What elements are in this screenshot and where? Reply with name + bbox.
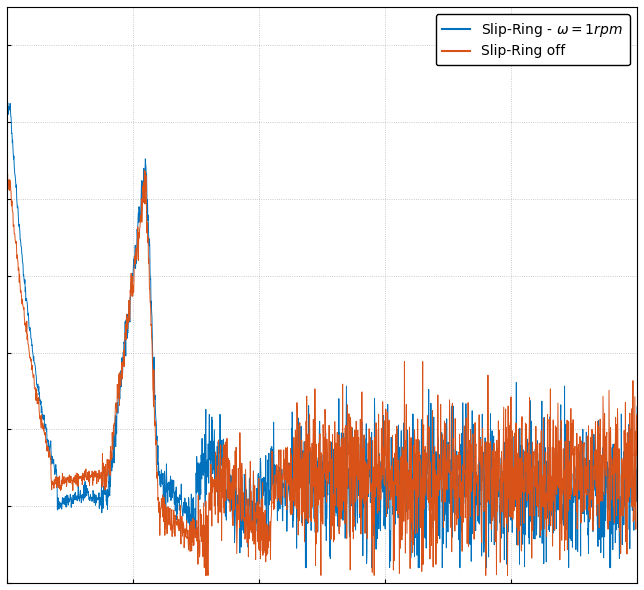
- Slip-Ring - $\omega = 1rpm$: [293, 491, 301, 498]
- Slip-Ring off: [294, 411, 301, 418]
- Slip-Ring - $\omega = 1rpm$: [615, 522, 623, 529]
- Slip-Ring - $\omega = 1rpm$: [35, 389, 43, 396]
- Slip-Ring off: [3, 178, 11, 185]
- Slip-Ring - $\omega = 1rpm$: [500, 478, 507, 486]
- Slip-Ring - $\omega = 1rpm$: [301, 564, 309, 571]
- Slip-Ring off: [202, 572, 209, 579]
- Slip-Ring - $\omega = 1rpm$: [3, 102, 11, 109]
- Slip-Ring off: [616, 500, 623, 507]
- Slip-Ring - $\omega = 1rpm$: [310, 514, 318, 522]
- Slip-Ring off: [615, 445, 623, 453]
- Slip-Ring off: [310, 483, 318, 490]
- Slip-Ring - $\omega = 1rpm$: [633, 403, 641, 410]
- Line: Slip-Ring - $\omega = 1rpm$: Slip-Ring - $\omega = 1rpm$: [7, 103, 637, 568]
- Slip-Ring off: [633, 452, 641, 459]
- Slip-Ring off: [500, 404, 507, 411]
- Slip-Ring off: [140, 166, 148, 173]
- Slip-Ring off: [35, 407, 43, 414]
- Slip-Ring - $\omega = 1rpm$: [616, 555, 623, 562]
- Line: Slip-Ring off: Slip-Ring off: [7, 170, 637, 575]
- Legend: Slip-Ring - $\omega = 1rpm$, Slip-Ring off: Slip-Ring - $\omega = 1rpm$, Slip-Ring o…: [435, 14, 630, 65]
- Slip-Ring - $\omega = 1rpm$: [4, 100, 12, 107]
